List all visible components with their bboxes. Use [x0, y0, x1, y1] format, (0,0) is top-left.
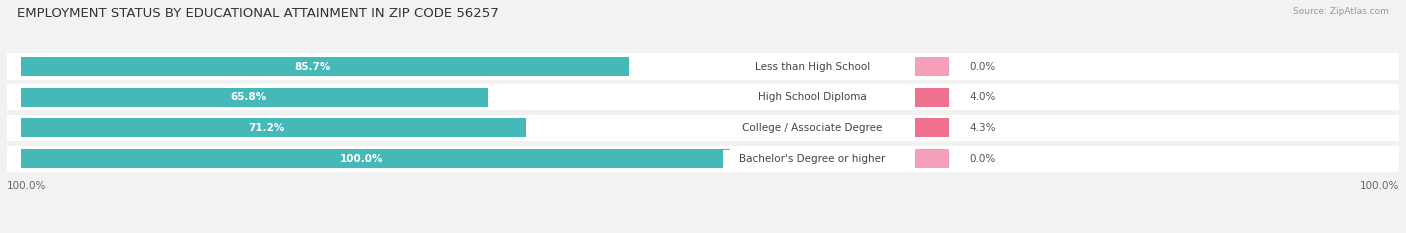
- Bar: [724, 88, 901, 106]
- Bar: [914, 57, 949, 76]
- Text: 4.0%: 4.0%: [969, 92, 995, 102]
- Bar: [914, 118, 949, 137]
- Text: 0.0%: 0.0%: [969, 154, 995, 164]
- Bar: [21, 149, 730, 168]
- Text: 65.8%: 65.8%: [231, 92, 267, 102]
- Text: 85.7%: 85.7%: [294, 62, 330, 72]
- Bar: [7, 146, 1399, 172]
- Legend: In Labor Force, Unemployed: In Labor Force, Unemployed: [610, 231, 796, 233]
- Text: Less than High School: Less than High School: [755, 62, 870, 72]
- Bar: [724, 150, 901, 168]
- Text: 0.0%: 0.0%: [969, 62, 995, 72]
- Text: 4.3%: 4.3%: [969, 123, 995, 133]
- Text: 100.0%: 100.0%: [1360, 181, 1399, 191]
- Text: 71.2%: 71.2%: [247, 123, 284, 133]
- Text: 100.0%: 100.0%: [7, 181, 46, 191]
- Bar: [724, 58, 901, 75]
- Bar: [7, 115, 1399, 141]
- Bar: [21, 118, 526, 137]
- Text: EMPLOYMENT STATUS BY EDUCATIONAL ATTAINMENT IN ZIP CODE 56257: EMPLOYMENT STATUS BY EDUCATIONAL ATTAINM…: [17, 7, 499, 20]
- Text: High School Diploma: High School Diploma: [758, 92, 866, 102]
- Bar: [914, 149, 949, 168]
- Bar: [21, 57, 628, 76]
- Bar: [7, 53, 1399, 80]
- Bar: [21, 88, 488, 107]
- Bar: [914, 88, 949, 107]
- Bar: [7, 84, 1399, 110]
- Text: Source: ZipAtlas.com: Source: ZipAtlas.com: [1294, 7, 1389, 16]
- Text: Bachelor's Degree or higher: Bachelor's Degree or higher: [740, 154, 886, 164]
- Text: 100.0%: 100.0%: [340, 154, 384, 164]
- Bar: [724, 119, 901, 137]
- Text: College / Associate Degree: College / Associate Degree: [742, 123, 883, 133]
